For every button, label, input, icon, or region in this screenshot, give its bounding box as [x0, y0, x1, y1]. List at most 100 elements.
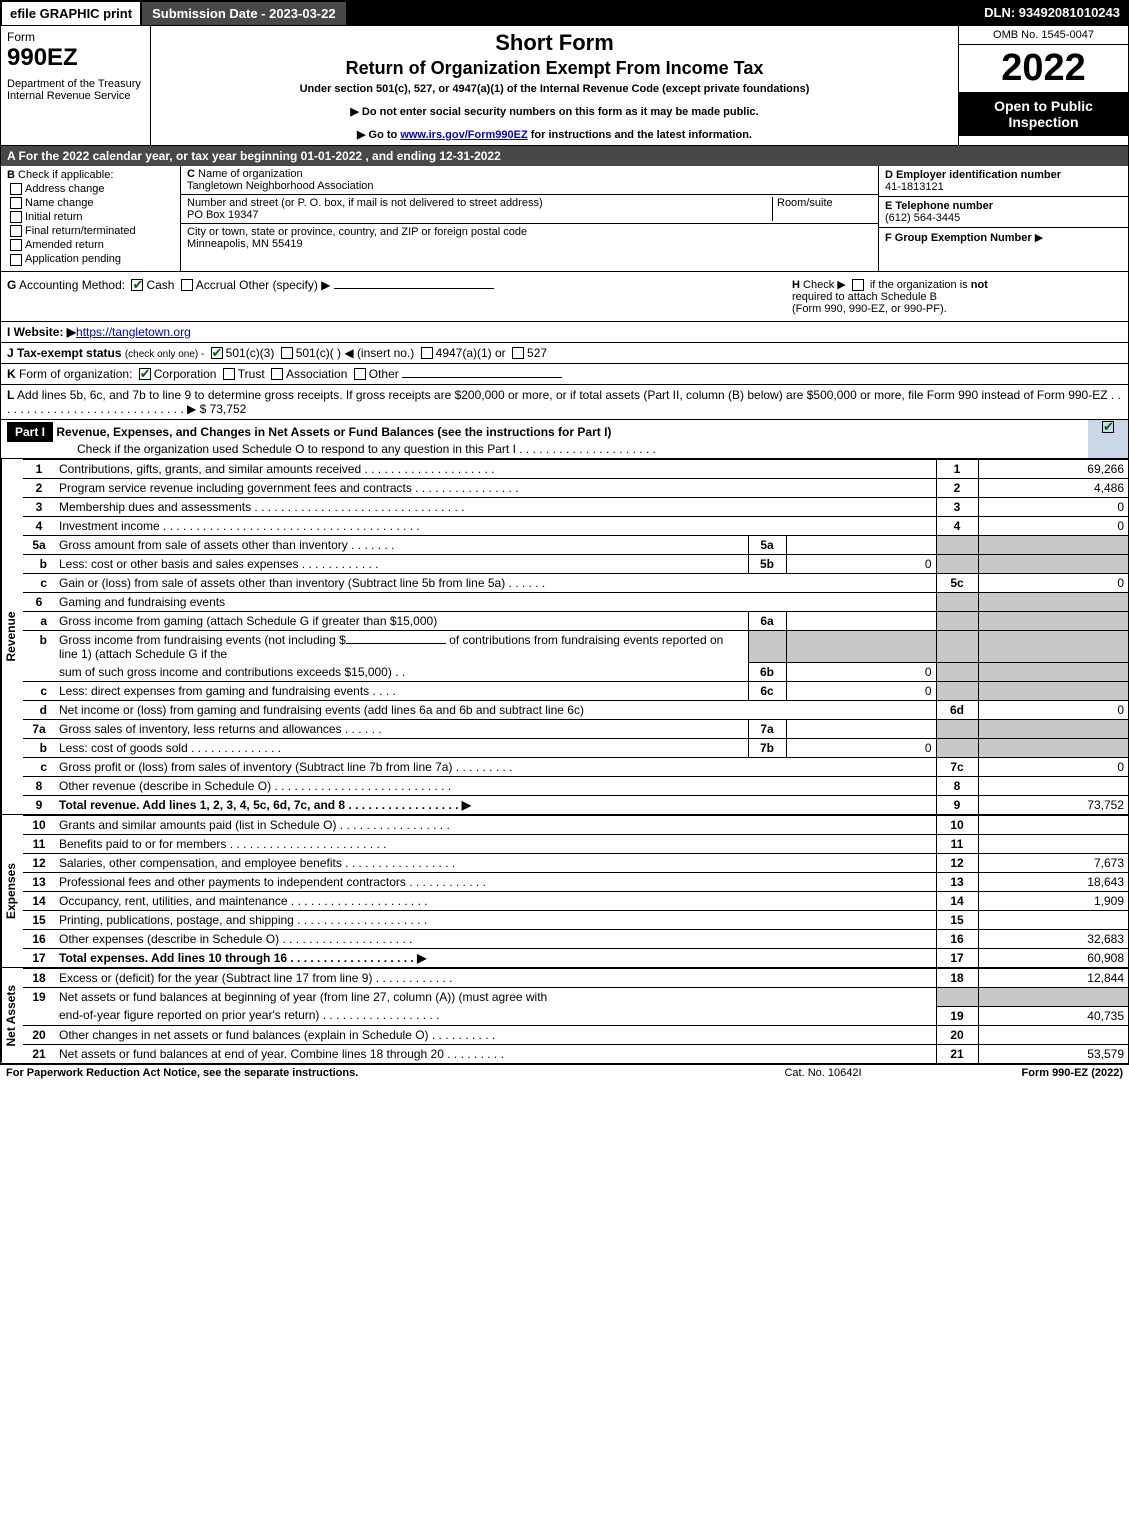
chk-trust[interactable]: [223, 368, 235, 380]
part1-title: Revenue, Expenses, and Changes in Net As…: [56, 425, 611, 439]
col-c: C Name of organization Tangletown Neighb…: [181, 166, 878, 271]
form-ref: Form 990-EZ (2022): [923, 1067, 1123, 1079]
topbar: efile GRAPHIC print Submission Date - 20…: [1, 1, 1128, 26]
line-19: 19Net assets or fund balances at beginni…: [23, 988, 1128, 1007]
revenue-section: Revenue 1Contributions, gifts, grants, a…: [1, 459, 1128, 816]
title-short-form: Short Form: [159, 30, 950, 56]
row-j: J Tax-exempt status (check only one) - 5…: [1, 343, 1128, 364]
d-label: D Employer identification number: [885, 169, 1122, 181]
ein-value: 41-1813121: [885, 181, 1122, 193]
f-arrow-icon: ▶: [1035, 231, 1043, 244]
6b-amount-input[interactable]: [346, 643, 446, 644]
subtitle: Under section 501(c), 527, or 4947(a)(1)…: [159, 83, 950, 95]
chk-527[interactable]: [512, 347, 524, 359]
chk-initial-return[interactable]: Initial return: [7, 211, 174, 223]
chk-other-org[interactable]: [354, 368, 366, 380]
chk-schedule-o[interactable]: [1102, 421, 1114, 433]
line-4: 4Investment income . . . . . . . . . . .…: [23, 516, 1128, 535]
header-mid: Short Form Return of Organization Exempt…: [151, 26, 958, 145]
header-row: Form 990EZ Department of the Treasury In…: [1, 26, 1128, 146]
line-15: 15Printing, publications, postage, and s…: [23, 911, 1128, 930]
chk-amended-return[interactable]: Amended return: [7, 239, 174, 251]
line-6d: dNet income or (loss) from gaming and fu…: [23, 701, 1128, 720]
chk-name-change[interactable]: Name change: [7, 197, 174, 209]
line-6a: aGross income from gaming (attach Schedu…: [23, 611, 1128, 630]
e-label: E Telephone number: [885, 200, 1122, 212]
row-g: G Accounting Method: Cash Accrual Other …: [7, 278, 792, 315]
row-g-h: G Accounting Method: Cash Accrual Other …: [1, 272, 1128, 322]
chk-corporation[interactable]: [139, 368, 151, 380]
line-6c: cLess: direct expenses from gaming and f…: [23, 682, 1128, 701]
line-7b: bLess: cost of goods sold . . . . . . . …: [23, 739, 1128, 758]
line-5a: 5aGross amount from sale of assets other…: [23, 535, 1128, 554]
c-label: C: [187, 168, 195, 180]
org-city: Minneapolis, MN 55419: [187, 238, 303, 250]
chk-address-change[interactable]: Address change: [7, 183, 174, 195]
chk-accrual[interactable]: [181, 279, 193, 291]
line-6b: bGross income from fundraising events (n…: [23, 630, 1128, 663]
revenue-table: 1Contributions, gifts, grants, and simil…: [23, 459, 1128, 815]
line-16: 16Other expenses (describe in Schedule O…: [23, 930, 1128, 949]
line-21: 21Net assets or fund balances at end of …: [23, 1044, 1128, 1063]
irs-link[interactable]: www.irs.gov/Form990EZ: [400, 129, 527, 141]
part1-badge: Part I: [7, 422, 53, 442]
row-a-calendar-year: A For the 2022 calendar year, or tax yea…: [1, 146, 1128, 166]
org-street: PO Box 19347: [187, 209, 259, 221]
chk-final-return[interactable]: Final return/terminated: [7, 225, 174, 237]
chk-application-pending[interactable]: Application pending: [7, 253, 174, 265]
line-9: 9Total revenue. Add lines 1, 2, 3, 4, 5c…: [23, 796, 1128, 815]
line-7c: cGross profit or (loss) from sales of in…: [23, 758, 1128, 777]
row-k: K Form of organization: Corporation Trus…: [1, 364, 1128, 385]
section-b-to-h: B Check if applicable: Address change Na…: [1, 166, 1128, 272]
goto-note: ▶ Go to www.irs.gov/Form990EZ for instru…: [159, 128, 950, 141]
paperwork-notice: For Paperwork Reduction Act Notice, see …: [6, 1067, 723, 1079]
netassets-table: 18Excess or (deficit) for the year (Subt…: [23, 968, 1128, 1063]
chk-501c[interactable]: [281, 347, 293, 359]
tax-year: 2022: [959, 45, 1128, 92]
dln-label: DLN: 93492081010243: [976, 1, 1128, 26]
line-11: 11Benefits paid to or for members . . . …: [23, 835, 1128, 854]
chk-501c3[interactable]: [211, 347, 223, 359]
line-5c: cGain or (loss) from sale of assets othe…: [23, 573, 1128, 592]
row-l: L Add lines 5b, 6c, and 7b to line 9 to …: [1, 385, 1128, 420]
chk-schedule-b[interactable]: [852, 279, 864, 291]
line-2: 2Program service revenue including gover…: [23, 478, 1128, 497]
chk-cash[interactable]: [131, 279, 143, 291]
omb-label: OMB No. 1545-0047: [959, 26, 1128, 45]
f-label: F Group Exemption Number: [885, 232, 1032, 244]
org-name: Tangletown Neighborhood Association: [187, 180, 374, 192]
open-public-badge: Open to Public Inspection: [959, 92, 1128, 136]
form-number: 990EZ: [7, 44, 144, 72]
other-org-input[interactable]: [402, 377, 562, 378]
line-10: 10Grants and similar amounts paid (list …: [23, 816, 1128, 835]
line-19-cont: end-of-year figure reported on prior yea…: [23, 1006, 1128, 1025]
row-h: H Check ▶ if the organization is not req…: [792, 278, 1122, 315]
col-b: B Check if applicable: Address change Na…: [1, 166, 181, 271]
line-20: 20Other changes in net assets or fund ba…: [23, 1025, 1128, 1044]
line-1: 1Contributions, gifts, grants, and simil…: [23, 459, 1128, 478]
phone-value: (612) 564-3445: [885, 212, 1122, 224]
expenses-table: 10Grants and similar amounts paid (list …: [23, 815, 1128, 967]
line-8: 8Other revenue (describe in Schedule O) …: [23, 777, 1128, 796]
line-3: 3Membership dues and assessments . . . .…: [23, 497, 1128, 516]
efile-print-label: efile GRAPHIC print: [1, 1, 141, 26]
department-label: Department of the Treasury Internal Reve…: [7, 78, 144, 102]
line-6: 6Gaming and fundraising events: [23, 592, 1128, 611]
netassets-vlabel: Net Assets: [1, 968, 23, 1063]
part1-header-row: Part I Revenue, Expenses, and Changes in…: [1, 420, 1128, 459]
submission-date-label: Submission Date - 2023-03-22: [141, 1, 347, 26]
chk-association[interactable]: [271, 368, 283, 380]
footer: For Paperwork Reduction Act Notice, see …: [0, 1065, 1129, 1081]
line-17: 17Total expenses. Add lines 10 through 1…: [23, 949, 1128, 968]
gross-receipts-value: $ 73,752: [200, 402, 247, 416]
ssn-note: ▶ Do not enter social security numbers o…: [159, 105, 950, 118]
b-label: B: [7, 169, 15, 181]
netassets-section: Net Assets 18Excess or (deficit) for the…: [1, 968, 1128, 1064]
line-5b: bLess: cost or other basis and sales exp…: [23, 554, 1128, 573]
line-14: 14Occupancy, rent, utilities, and mainte…: [23, 892, 1128, 911]
other-specify-input[interactable]: [334, 288, 494, 289]
col-deh: D Employer identification number 41-1813…: [878, 166, 1128, 271]
chk-4947[interactable]: [421, 347, 433, 359]
website-link[interactable]: https://tangletown.org: [76, 325, 191, 339]
cat-no: Cat. No. 10642I: [723, 1067, 923, 1079]
